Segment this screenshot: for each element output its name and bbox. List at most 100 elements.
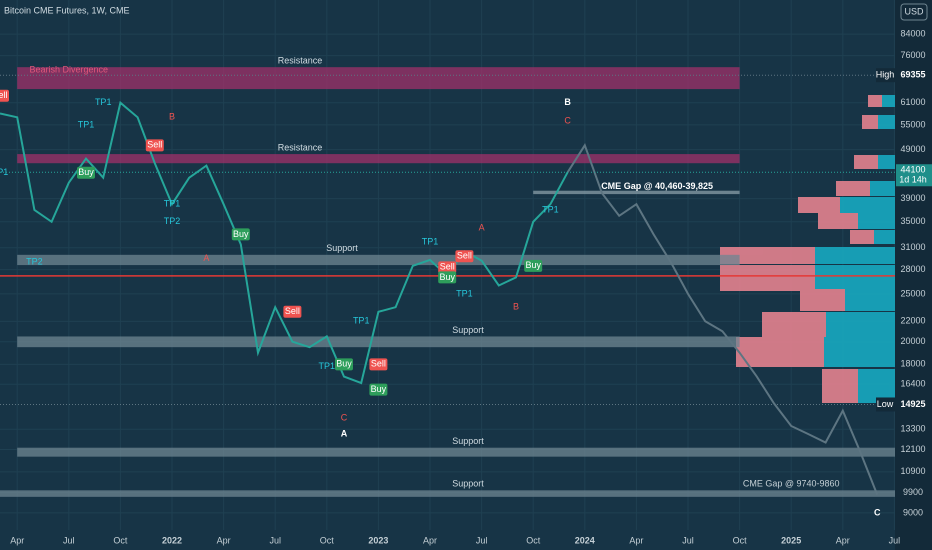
signal-label: Sell bbox=[371, 359, 386, 369]
signal-box bbox=[455, 250, 474, 263]
low-tag-label: Low bbox=[877, 399, 894, 409]
y-tick-label: 20000 bbox=[900, 336, 925, 346]
signal-box bbox=[0, 89, 9, 102]
y-tick-label: 25000 bbox=[900, 288, 925, 298]
y-tick-label: 22000 bbox=[900, 316, 925, 326]
x-tick-label: Apr bbox=[423, 535, 437, 545]
x-tick-label: Apr bbox=[10, 535, 24, 545]
price-line bbox=[566, 143, 879, 495]
x-tick-label: 2022 bbox=[162, 535, 182, 545]
high-tag-label: High bbox=[876, 70, 895, 80]
annotation: C bbox=[341, 413, 348, 423]
x-tick-label: 2025 bbox=[781, 535, 801, 545]
volume-profile bbox=[720, 95, 895, 403]
signal-label: Sell bbox=[440, 262, 455, 272]
y-tick-label: 76000 bbox=[900, 50, 925, 60]
zone-label: Support bbox=[452, 325, 484, 335]
target-label: TP1 bbox=[319, 361, 336, 371]
y-tick-label: 12100 bbox=[900, 444, 925, 454]
signal-label: Buy bbox=[78, 167, 94, 177]
zone-label: Resistance bbox=[278, 142, 323, 152]
x-tick-label: Apr bbox=[217, 535, 231, 545]
signal-box bbox=[369, 383, 388, 396]
countdown: 1d 14h bbox=[899, 175, 927, 185]
zone-label: Support bbox=[326, 243, 358, 253]
x-tick-label: Jul bbox=[476, 535, 488, 545]
annotation: B bbox=[169, 112, 175, 122]
currency-box[interactable] bbox=[900, 3, 928, 21]
annotation: Bearish Divergence bbox=[30, 65, 109, 75]
x-tick-label: Apr bbox=[629, 535, 643, 545]
signal-label: Sell bbox=[457, 251, 472, 261]
low-tag bbox=[876, 397, 895, 412]
target-label: TP2 bbox=[26, 256, 43, 266]
last-price-box bbox=[896, 164, 932, 187]
target-label: TP1 bbox=[164, 199, 181, 209]
zone bbox=[17, 67, 740, 90]
y-tick-label: 31000 bbox=[900, 242, 925, 252]
x-tick-label: Oct bbox=[113, 535, 128, 545]
x-tick-label: Oct bbox=[526, 535, 541, 545]
annotation: CME Gap @ 9740-9860 bbox=[743, 478, 840, 488]
x-tick-label: Jul bbox=[63, 535, 75, 545]
y-tick-label: 28000 bbox=[900, 264, 925, 274]
target-label: TP2 bbox=[164, 216, 181, 226]
annotation: A bbox=[479, 222, 485, 232]
x-tick-label: Oct bbox=[320, 535, 335, 545]
target-label: TP1 bbox=[78, 119, 95, 129]
x-tick-label: Jul bbox=[269, 535, 281, 545]
target-label: TP1 bbox=[0, 167, 8, 177]
signal-label: Sell bbox=[285, 306, 300, 316]
zone bbox=[17, 447, 895, 457]
x-tick-label: Oct bbox=[733, 535, 748, 545]
grid bbox=[0, 0, 895, 530]
zone bbox=[533, 190, 740, 195]
x-tick-label: 2024 bbox=[575, 535, 595, 545]
x-tick-label: Jul bbox=[889, 535, 901, 545]
zone bbox=[17, 336, 740, 348]
target-label: TP1 bbox=[422, 237, 439, 247]
annotation: B bbox=[513, 302, 519, 312]
high-tag bbox=[876, 68, 895, 83]
y-tick-label: 39000 bbox=[900, 193, 925, 203]
signal-label: Sell bbox=[147, 140, 162, 150]
y-tick-label: 9000 bbox=[903, 507, 923, 517]
signal-box bbox=[283, 305, 302, 318]
signal-label: Buy bbox=[371, 384, 387, 394]
zone-label: Resistance bbox=[278, 56, 323, 66]
signal-box bbox=[524, 259, 543, 272]
zone bbox=[17, 154, 740, 164]
signal-box bbox=[231, 228, 250, 241]
target-label: TP1 bbox=[95, 97, 112, 107]
chart-title: Bitcoin CME Futures, 1W, CME bbox=[4, 5, 130, 15]
y-tick-label: 10900 bbox=[900, 466, 925, 476]
signal-box bbox=[438, 261, 457, 274]
signal-label: Buy bbox=[439, 272, 455, 282]
signal-box bbox=[438, 271, 457, 284]
signal-box bbox=[77, 166, 95, 179]
y-tick-label: 18000 bbox=[900, 359, 925, 369]
y-tick-label: 9900 bbox=[903, 487, 923, 497]
y-tick-label: 13300 bbox=[900, 424, 925, 434]
x-tick-label: Apr bbox=[836, 535, 850, 545]
x-tick-label: Jul bbox=[682, 535, 694, 545]
annotation: B bbox=[564, 97, 571, 107]
signal-label: Buy bbox=[233, 229, 249, 239]
y-tick-label: 16400 bbox=[900, 379, 925, 389]
zone-label: Support bbox=[452, 436, 484, 446]
y-tick-label: 49000 bbox=[900, 144, 925, 154]
zone-label: CME Gap @ 40,460-39,825 bbox=[601, 181, 713, 191]
x-tick-label: 2023 bbox=[368, 535, 388, 545]
zone bbox=[17, 254, 740, 266]
target-label: TP1 bbox=[542, 204, 559, 214]
y-tick-label: 84000 bbox=[900, 29, 925, 39]
y-tick-label: 55000 bbox=[900, 119, 925, 129]
high-value: 69355 bbox=[900, 70, 925, 80]
y-tick-label: 61000 bbox=[900, 97, 925, 107]
target-label: TP1 bbox=[353, 316, 370, 326]
signal-box bbox=[145, 139, 164, 152]
low-value: 14925 bbox=[900, 399, 925, 409]
signal-label: Buy bbox=[336, 359, 352, 369]
annotation: A bbox=[203, 253, 209, 263]
